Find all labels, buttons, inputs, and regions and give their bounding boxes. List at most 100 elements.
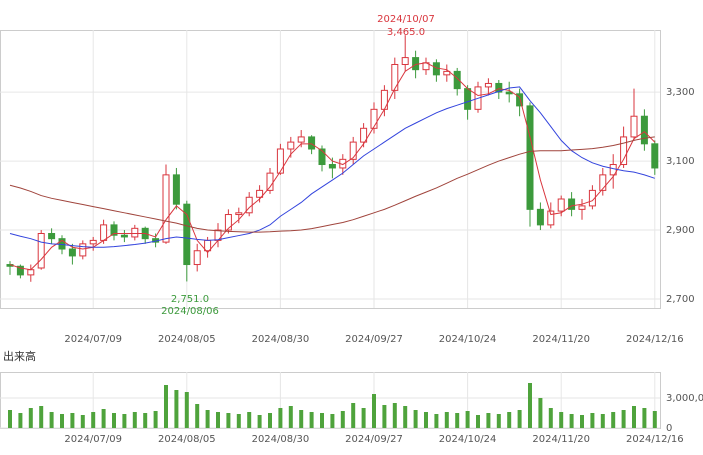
candle-body (588, 189, 596, 207)
candle-body (651, 143, 659, 169)
volume-bar (132, 412, 137, 428)
volume-bar (517, 410, 522, 428)
volume-bar (340, 411, 345, 428)
volume-bar (60, 414, 64, 428)
candle-body (412, 57, 420, 71)
candle-body (453, 70, 461, 90)
volume-bar (80, 415, 85, 428)
volume-bar (247, 412, 252, 428)
volume-bar (632, 406, 636, 428)
volume-bar (455, 413, 460, 428)
volume-bar (559, 412, 564, 428)
volume-bar (153, 411, 158, 428)
volume-bar (600, 414, 605, 428)
candle-body (308, 136, 316, 150)
candle-body (443, 70, 451, 76)
volume-bar (164, 385, 168, 428)
volume-bar (257, 415, 262, 428)
moving-average (9, 62, 656, 271)
candle-body (276, 148, 284, 174)
candle-body (120, 234, 128, 238)
candle-body (640, 115, 648, 145)
candle-body (235, 212, 243, 216)
candle-body (162, 174, 170, 243)
candle-body (297, 136, 305, 143)
candle-body (349, 141, 357, 160)
y-tick-label: 0 (666, 423, 672, 434)
candle-body (110, 224, 118, 236)
x-tick-label: 2024/11/20 (532, 434, 590, 445)
x-tick-label: 2024/08/05 (158, 334, 216, 345)
volume-bar (288, 406, 293, 428)
candle-body (557, 198, 565, 212)
volume-bar (18, 413, 23, 428)
volume-bar (195, 404, 200, 428)
volume-bar (372, 394, 376, 428)
candle-body (568, 198, 576, 210)
candle-body (266, 172, 274, 191)
candle-body (131, 227, 139, 238)
volume-bar (101, 409, 106, 428)
volume-bar (351, 403, 356, 428)
volume-bar (236, 414, 241, 428)
x-tick-label: 2024/10/24 (439, 434, 497, 445)
candle-body (464, 88, 472, 110)
volume-bar (403, 406, 408, 428)
volume-bar (205, 410, 210, 428)
candle-body (68, 248, 76, 257)
volume-bar (8, 410, 12, 428)
y-tick-label: 3,100 (666, 156, 695, 167)
x-tick-label: 2024/11/20 (532, 334, 590, 345)
x-tick-label: 2024/08/05 (158, 434, 216, 445)
volume-bar (392, 403, 397, 428)
annotation: 2024/08/06 (161, 306, 219, 317)
volume-bar (330, 414, 335, 428)
candle-body (16, 265, 24, 276)
volume-bar (49, 412, 54, 428)
candle-body (578, 205, 586, 210)
volume-bar (538, 398, 543, 428)
candle-body (484, 82, 492, 88)
annotation: 3,465.0 (387, 27, 425, 38)
x-tick-label: 2024/12/16 (626, 334, 684, 345)
x-tick-label: 2024/12/16 (626, 434, 684, 445)
volume-bar (434, 414, 439, 428)
candle-body (37, 232, 45, 269)
volume-bar (268, 413, 272, 428)
volume-bar (496, 414, 501, 428)
volume-bar (652, 411, 657, 428)
volume-bar (299, 410, 304, 428)
x-tick-label: 2024/07/09 (64, 334, 122, 345)
volume-bar (184, 392, 189, 428)
candle-body (287, 141, 295, 150)
volume-bar (278, 408, 283, 428)
candle-body (432, 62, 440, 76)
candle-body (401, 57, 409, 65)
volume-bar (486, 413, 491, 428)
x-tick-label: 2024/07/09 (64, 434, 122, 445)
volume-bar (226, 413, 231, 428)
volume-bar (361, 408, 366, 428)
x-tick-label: 2024/08/30 (252, 334, 310, 345)
volume-bar (309, 412, 314, 428)
moving-average (9, 136, 655, 233)
candle-body (193, 250, 201, 266)
volume-bar (642, 408, 647, 428)
y-tick-label: 3,300 (666, 87, 695, 98)
volume-bar (112, 413, 116, 428)
candle-body (370, 108, 378, 129)
volume-bar (611, 412, 616, 428)
candle-body (27, 269, 35, 276)
candle-body (526, 105, 534, 210)
x-tick-label: 2024/09/27 (345, 434, 403, 445)
candle-body (328, 164, 336, 169)
volume-bar (580, 415, 584, 428)
volume-bar (174, 390, 179, 428)
annotation: 2024/10/07 (377, 14, 435, 25)
volume-bar (476, 415, 480, 428)
volume-bar (528, 383, 532, 428)
volume-bar (413, 410, 418, 428)
volume-bar (143, 413, 148, 428)
volume-bar (122, 414, 127, 428)
